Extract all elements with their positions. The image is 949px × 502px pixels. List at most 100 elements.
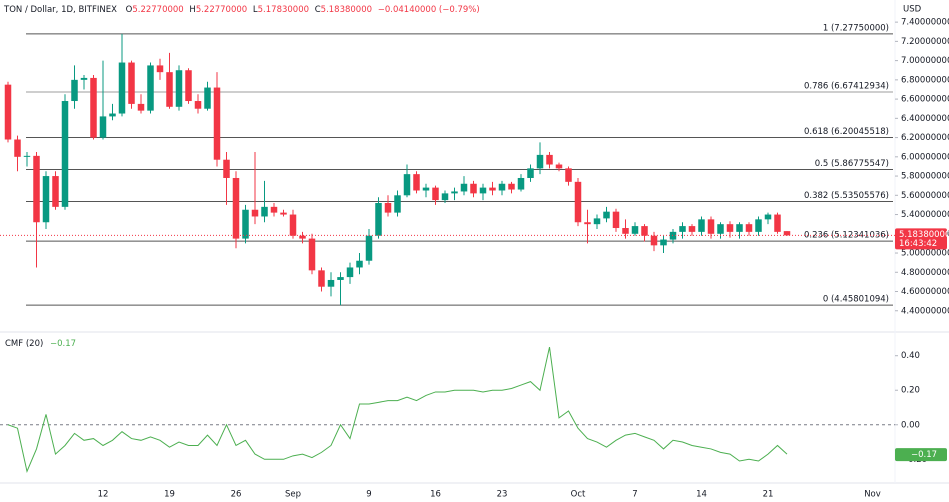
- y-tick-label: 5.80000000: [901, 172, 949, 182]
- x-tick-label: 9: [366, 490, 371, 500]
- y-tick-label: 5.00000000: [901, 249, 949, 259]
- candle-body: [403, 174, 411, 196]
- candle-body: [318, 270, 325, 287]
- candle-body: [14, 139, 21, 157]
- y-tick-label: 6.20000000: [901, 133, 949, 143]
- y-tick-label: 6.00000000: [901, 152, 949, 162]
- candle-body: [470, 183, 477, 194]
- candle-body: [71, 79, 78, 102]
- candle-body: [337, 277, 344, 280]
- candle-body: [631, 226, 639, 234]
- y-tick-label: 0.40: [901, 351, 920, 361]
- candle-body: [80, 77, 88, 80]
- y-tick-label: 7.20000000: [901, 37, 949, 47]
- x-tick-label: 23: [497, 490, 508, 500]
- close-value: 5.18380000: [321, 5, 372, 15]
- candle-body: [280, 212, 287, 215]
- header: TON / Dollar, 1D, BITFINEX O5.22770000 H…: [3, 5, 480, 15]
- candle-body: [4, 84, 12, 140]
- candle-body: [536, 154, 544, 169]
- y-tick-label: 4.60000000: [901, 287, 949, 297]
- indicator-value: −0.17: [50, 339, 76, 349]
- fib-label: 0 (4.45801094): [823, 295, 889, 305]
- candle-body: [299, 235, 306, 239]
- candle-body: [565, 168, 572, 182]
- candle-body: [774, 214, 781, 232]
- candle-body: [783, 231, 791, 236]
- candle-body: [584, 222, 591, 225]
- fib-label: 0.618 (6.20045518): [804, 127, 889, 137]
- cmf-value-tag: [895, 448, 947, 462]
- candle-body: [698, 219, 705, 232]
- high-value: 5.22770000: [196, 5, 247, 15]
- symbol: TON / Dollar, 1D, BITFINEX: [3, 5, 117, 15]
- candle-body: [574, 181, 582, 223]
- candle-body: [384, 203, 392, 213]
- candle-body: [688, 226, 696, 232]
- candle-body: [498, 183, 506, 191]
- last-price-tag: [895, 228, 947, 250]
- candle-body: [736, 224, 743, 232]
- candle-body: [175, 70, 183, 107]
- open-value: 5.22770000: [132, 5, 183, 15]
- x-tick-label: 21: [763, 490, 774, 500]
- candle-body: [451, 191, 458, 194]
- candle-body: [223, 159, 230, 178]
- fib-label: 0.786 (6.67412934): [804, 81, 889, 91]
- candle-body: [717, 224, 724, 234]
- candle-body: [23, 155, 31, 157]
- candle-body: [185, 70, 192, 102]
- cmf-line: [7, 346, 788, 474]
- last-price-label: 5.18380000: [899, 230, 949, 240]
- cmf-value-label: −0.17: [911, 450, 937, 460]
- change: −0.04140000 (−0.79%): [378, 5, 480, 15]
- fib-label: 0.5 (5.86775547): [815, 159, 889, 169]
- candle-body: [527, 168, 534, 178]
- candle-body: [270, 206, 278, 213]
- candle-body: [508, 183, 515, 190]
- candle-body: [650, 235, 658, 246]
- candle-body: [128, 62, 135, 104]
- candle-body: [394, 195, 401, 213]
- candle-body: [137, 103, 145, 111]
- low-value: 5.17830000: [258, 5, 309, 15]
- candle-body: [147, 65, 154, 111]
- candle-body: [232, 177, 240, 239]
- x-tick-label: 7: [632, 490, 637, 500]
- x-tick-label: Sep: [285, 490, 301, 500]
- candle-body: [213, 87, 221, 160]
- candle-body: [42, 176, 50, 223]
- candle-body: [356, 260, 363, 268]
- x-tick-label: Nov: [864, 490, 881, 500]
- candle-body: [33, 155, 40, 223]
- candle-body: [118, 62, 126, 114]
- candle-body: [308, 238, 316, 271]
- x-tick-label: 26: [231, 490, 242, 500]
- candle-body: [375, 203, 382, 236]
- y-tick-label: 0.20: [901, 386, 920, 396]
- fib-label: 0.382 (5.53505576): [804, 191, 889, 201]
- candle-body: [489, 187, 496, 191]
- candle-body: [61, 101, 69, 207]
- candle-body: [546, 154, 553, 165]
- candle-body: [52, 176, 59, 207]
- y-tick-label: 0.00: [901, 420, 920, 430]
- candle-body: [346, 267, 354, 278]
- candle-body: [156, 65, 164, 73]
- candle-body: [555, 164, 563, 169]
- candle-body: [745, 224, 753, 232]
- fib-label: 1 (7.27750000): [823, 23, 889, 33]
- candle-body: [603, 211, 610, 219]
- y-tick-label: 7.00000000: [901, 56, 949, 66]
- y-tick-label: 5.40000000: [901, 210, 949, 220]
- candle-body: [242, 209, 249, 239]
- candle-body: [441, 193, 449, 201]
- x-tick-label: Oct: [571, 490, 586, 500]
- candle-body: [707, 219, 715, 234]
- y-tick-label: 7.40000000: [901, 18, 949, 28]
- high-key: H: [189, 5, 195, 15]
- candle-body: [365, 235, 373, 261]
- candle-body: [641, 226, 648, 236]
